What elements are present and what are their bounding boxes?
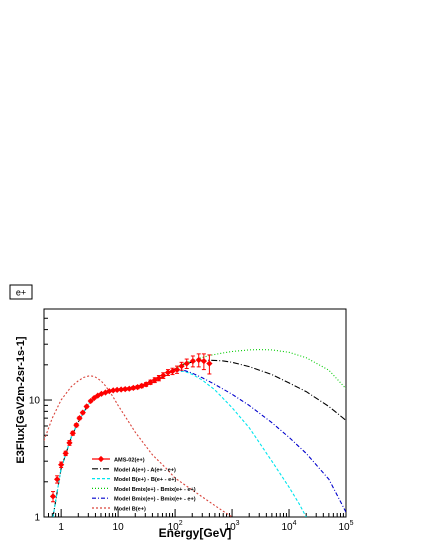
x-axis-label: Energy[GeV] — [159, 526, 232, 540]
data-point — [66, 439, 73, 447]
data-point — [200, 358, 207, 365]
legend-marker — [97, 455, 105, 463]
series-line-3 — [174, 349, 346, 390]
data-point — [183, 360, 190, 367]
legend-label-1: Model A(e+) - A(e+ - e+) — [114, 467, 176, 473]
data-point — [69, 430, 76, 437]
y-tick-label: 10 — [29, 396, 41, 407]
x-tick-label: 1 — [58, 522, 64, 533]
series-layer — [44, 349, 346, 517]
y-tick-label: 1 — [34, 513, 40, 524]
series-line-2 — [52, 370, 307, 517]
legend-label-5: Model B(e+) — [114, 507, 146, 513]
legend-label-0: AMS-02(e+) — [114, 458, 145, 464]
data-point — [62, 450, 69, 457]
legend-label-2: Model B(e+) - B(e+ - e+) — [114, 477, 176, 483]
series-line-1 — [52, 359, 346, 517]
plot-frame — [43, 308, 347, 518]
data-point — [164, 369, 172, 376]
legend: AMS-02(e+) Model A(e+) - A(e+ - e+) Model … — [92, 455, 196, 513]
data-point — [206, 360, 213, 367]
legend-label-4: Model Bmix(e+) - Bmix(e+ - e+) — [114, 497, 196, 503]
chart-title: e+ — [16, 288, 26, 298]
legend-label-3: Model Bmix(e+) - Bmix(e+ - e+) — [114, 487, 196, 493]
data-point — [195, 356, 202, 364]
title-box — [9, 284, 33, 300]
data-point — [83, 403, 90, 410]
data-point — [49, 493, 57, 500]
y-axis-label: E3Flux[GeV2m-2sr-1s-1] — [15, 336, 27, 463]
x-tick-label: 10 — [113, 522, 125, 533]
series-line-4 — [175, 370, 346, 513]
data-point — [73, 422, 80, 429]
data-point — [147, 379, 154, 386]
x-tick-label: 105 — [338, 520, 353, 533]
x-tick-label: 104 — [282, 520, 297, 533]
data-point — [189, 358, 196, 365]
